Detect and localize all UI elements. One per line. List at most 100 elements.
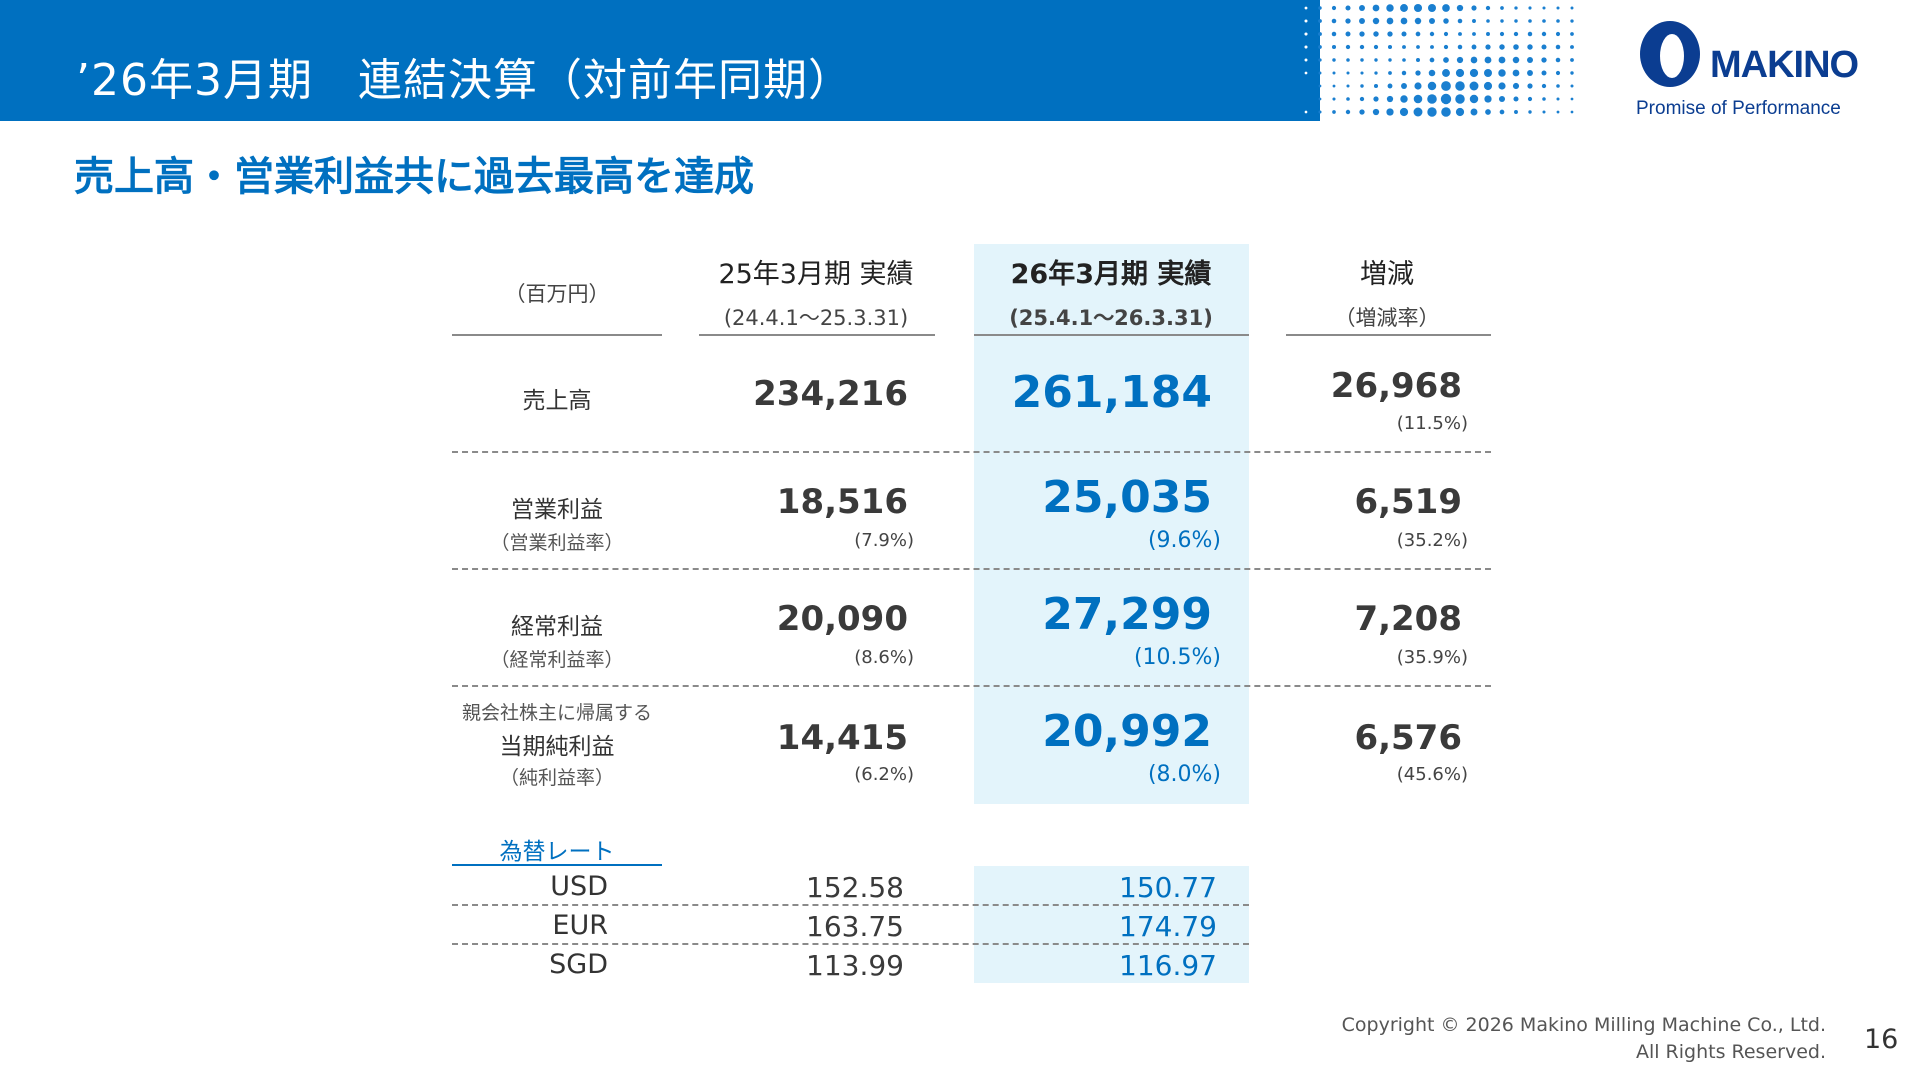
net-income-diff-rate: (45.6%) xyxy=(1396,764,1468,785)
decorative-dot xyxy=(1541,70,1547,76)
decorative-dot xyxy=(1527,57,1533,63)
decorative-dot xyxy=(1428,17,1436,25)
sales-curr: 261,184 xyxy=(1011,367,1212,418)
decorative-dot xyxy=(1498,69,1506,77)
decorative-dot xyxy=(1470,108,1478,116)
decorative-dot xyxy=(1413,94,1423,104)
decorative-dot xyxy=(1429,57,1435,63)
decorative-dot xyxy=(1373,83,1379,89)
decorative-dot xyxy=(1570,84,1574,88)
decorative-dot xyxy=(1318,71,1322,75)
decorative-dot xyxy=(1318,6,1322,10)
decorative-dot xyxy=(1512,69,1520,77)
ordinary-profit-prev: 20,090 xyxy=(776,599,908,639)
decorative-dot xyxy=(1527,44,1533,50)
decorative-dot xyxy=(1455,107,1465,117)
decorative-dot xyxy=(1527,70,1533,76)
decorative-dot xyxy=(1455,81,1465,91)
ordinary-margin-curr: (10.5%) xyxy=(1133,645,1221,670)
decorative-dot xyxy=(1458,32,1462,36)
decorative-dot xyxy=(1556,97,1560,101)
decorative-dot xyxy=(1442,69,1450,77)
decorative-dot xyxy=(1499,109,1505,115)
decorative-dot xyxy=(1345,5,1351,11)
header-band xyxy=(0,0,1320,121)
decorative-dot xyxy=(1345,109,1351,115)
row-label-ordinary-profit: 経常利益 xyxy=(511,614,603,640)
net-income-curr: 20,992 xyxy=(1042,706,1212,757)
decorative-dot xyxy=(1484,95,1492,103)
decorative-dot xyxy=(1346,84,1350,88)
decorative-dot xyxy=(1500,6,1504,10)
decorative-dot xyxy=(1556,19,1560,23)
decorative-dot xyxy=(1500,19,1504,23)
decorative-dot xyxy=(1440,93,1452,105)
decorative-dot xyxy=(1318,110,1322,114)
decorative-dot xyxy=(1372,108,1380,116)
copyright-line-1: Copyright © 2026 Makino Milling Machine … xyxy=(1341,1014,1826,1036)
decorative-dot xyxy=(1443,31,1449,37)
decorative-dot xyxy=(1555,31,1561,37)
current-year-highlight xyxy=(974,244,1249,804)
decorative-dot xyxy=(1427,81,1437,91)
sales-diff: 26,968 xyxy=(1330,366,1462,406)
logo-wordmark: MAKINO xyxy=(1710,44,1859,86)
header-rule xyxy=(974,334,1249,336)
decorative-dot xyxy=(1318,19,1322,23)
decorative-dot xyxy=(1415,31,1421,37)
decorative-dot xyxy=(1386,95,1394,103)
decorative-dot xyxy=(1359,96,1365,102)
operating-margin-curr: (9.6%) xyxy=(1147,528,1221,553)
decorative-dot xyxy=(1471,44,1477,50)
decorative-dot xyxy=(1527,31,1533,37)
row-divider xyxy=(452,568,1491,570)
ordinary-profit-curr: 27,299 xyxy=(1042,589,1212,640)
decorative-dot xyxy=(1469,81,1479,91)
decorative-dot xyxy=(1359,31,1365,37)
decorative-dot xyxy=(1304,71,1308,75)
decorative-dot xyxy=(1441,107,1451,117)
row-divider xyxy=(452,451,1491,453)
decorative-dot xyxy=(1455,68,1465,78)
decorative-dot xyxy=(1570,32,1574,36)
net-margin-prev: (6.2%) xyxy=(854,764,914,785)
header-rule xyxy=(452,334,662,336)
decorative-dot xyxy=(1304,58,1308,62)
decorative-dot xyxy=(1498,82,1506,90)
decorative-dot xyxy=(1513,31,1519,37)
decorative-dot xyxy=(1318,97,1322,101)
row-label-operating-profit: 営業利益 xyxy=(511,497,603,523)
decorative-dot xyxy=(1570,45,1574,49)
decorative-dot xyxy=(1528,110,1532,114)
decorative-dot xyxy=(1387,31,1393,37)
decorative-dot xyxy=(1570,6,1574,10)
decorative-dot xyxy=(1556,110,1560,114)
current-year-fx-highlight xyxy=(974,866,1249,983)
row-prelabel-net-income: 親会社株主に帰属する xyxy=(461,702,653,724)
decorative-dot xyxy=(1483,81,1493,91)
decorative-dot xyxy=(1457,44,1463,50)
decorative-dot xyxy=(1304,45,1308,49)
decorative-dot xyxy=(1413,107,1423,117)
decorative-dot xyxy=(1570,71,1574,75)
decorative-dot xyxy=(1415,70,1421,76)
fx-sgd-curr: 116.97 xyxy=(1119,949,1217,982)
decorative-dot xyxy=(1401,70,1407,76)
decorative-dot xyxy=(1345,18,1351,24)
ordinary-profit-diff-rate: (35.9%) xyxy=(1396,647,1468,668)
decorative-dot xyxy=(1542,110,1546,114)
operating-margin-prev: (7.9%) xyxy=(854,530,914,551)
decorative-dot xyxy=(1456,4,1464,12)
makino-logo-mark-icon xyxy=(1640,21,1700,87)
decorative-dot xyxy=(1527,83,1533,89)
decorative-dot xyxy=(1570,58,1574,62)
decorative-dot xyxy=(1457,18,1463,24)
decorative-dot xyxy=(1359,5,1365,11)
decorative-dot xyxy=(1455,94,1465,104)
decorative-dot xyxy=(1402,58,1406,62)
decorative-dot xyxy=(1360,71,1364,75)
column-period-prev: (24.4.1～25.3.31) xyxy=(723,306,909,330)
decorative-dot xyxy=(1331,44,1337,50)
decorative-dot xyxy=(1486,19,1490,23)
decorative-dot xyxy=(1373,31,1379,37)
